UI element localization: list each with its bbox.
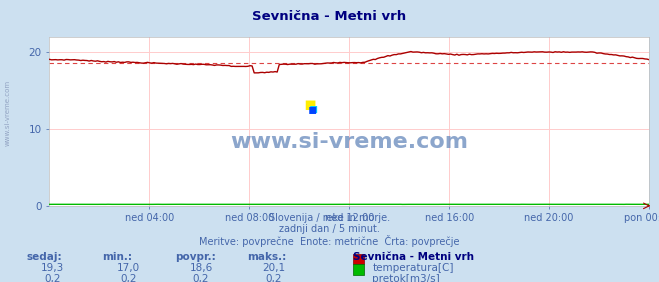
Text: 20,1: 20,1 [262, 263, 285, 273]
Text: maks.:: maks.: [247, 252, 287, 262]
Text: 19,3: 19,3 [41, 263, 65, 273]
Text: povpr.:: povpr.: [175, 252, 215, 262]
Text: 0,2: 0,2 [44, 274, 61, 282]
Text: temperatura[C]: temperatura[C] [372, 263, 454, 273]
Text: 17,0: 17,0 [117, 263, 140, 273]
Text: Slovenija / reke in morje.: Slovenija / reke in morje. [269, 213, 390, 223]
Text: ▪: ▪ [304, 95, 317, 114]
Text: 0,2: 0,2 [265, 274, 282, 282]
Text: www.si-vreme.com: www.si-vreme.com [230, 132, 469, 151]
Text: zadnji dan / 5 minut.: zadnji dan / 5 minut. [279, 224, 380, 234]
Text: Meritve: povprečne  Enote: metrične  Črta: povprečje: Meritve: povprečne Enote: metrične Črta:… [199, 235, 460, 247]
Text: www.si-vreme.com: www.si-vreme.com [5, 80, 11, 146]
Text: min.:: min.: [102, 252, 132, 262]
Text: Sevnična - Metni vrh: Sevnična - Metni vrh [252, 10, 407, 23]
Text: pretok[m3/s]: pretok[m3/s] [372, 274, 440, 282]
Text: 18,6: 18,6 [189, 263, 213, 273]
Text: 0,2: 0,2 [120, 274, 137, 282]
Text: ▪: ▪ [308, 101, 318, 115]
Text: 0,2: 0,2 [192, 274, 210, 282]
Text: sedaj:: sedaj: [26, 252, 62, 262]
Text: Sevnična - Metni vrh: Sevnična - Metni vrh [353, 252, 474, 262]
Text: ▪: ▪ [307, 102, 317, 116]
